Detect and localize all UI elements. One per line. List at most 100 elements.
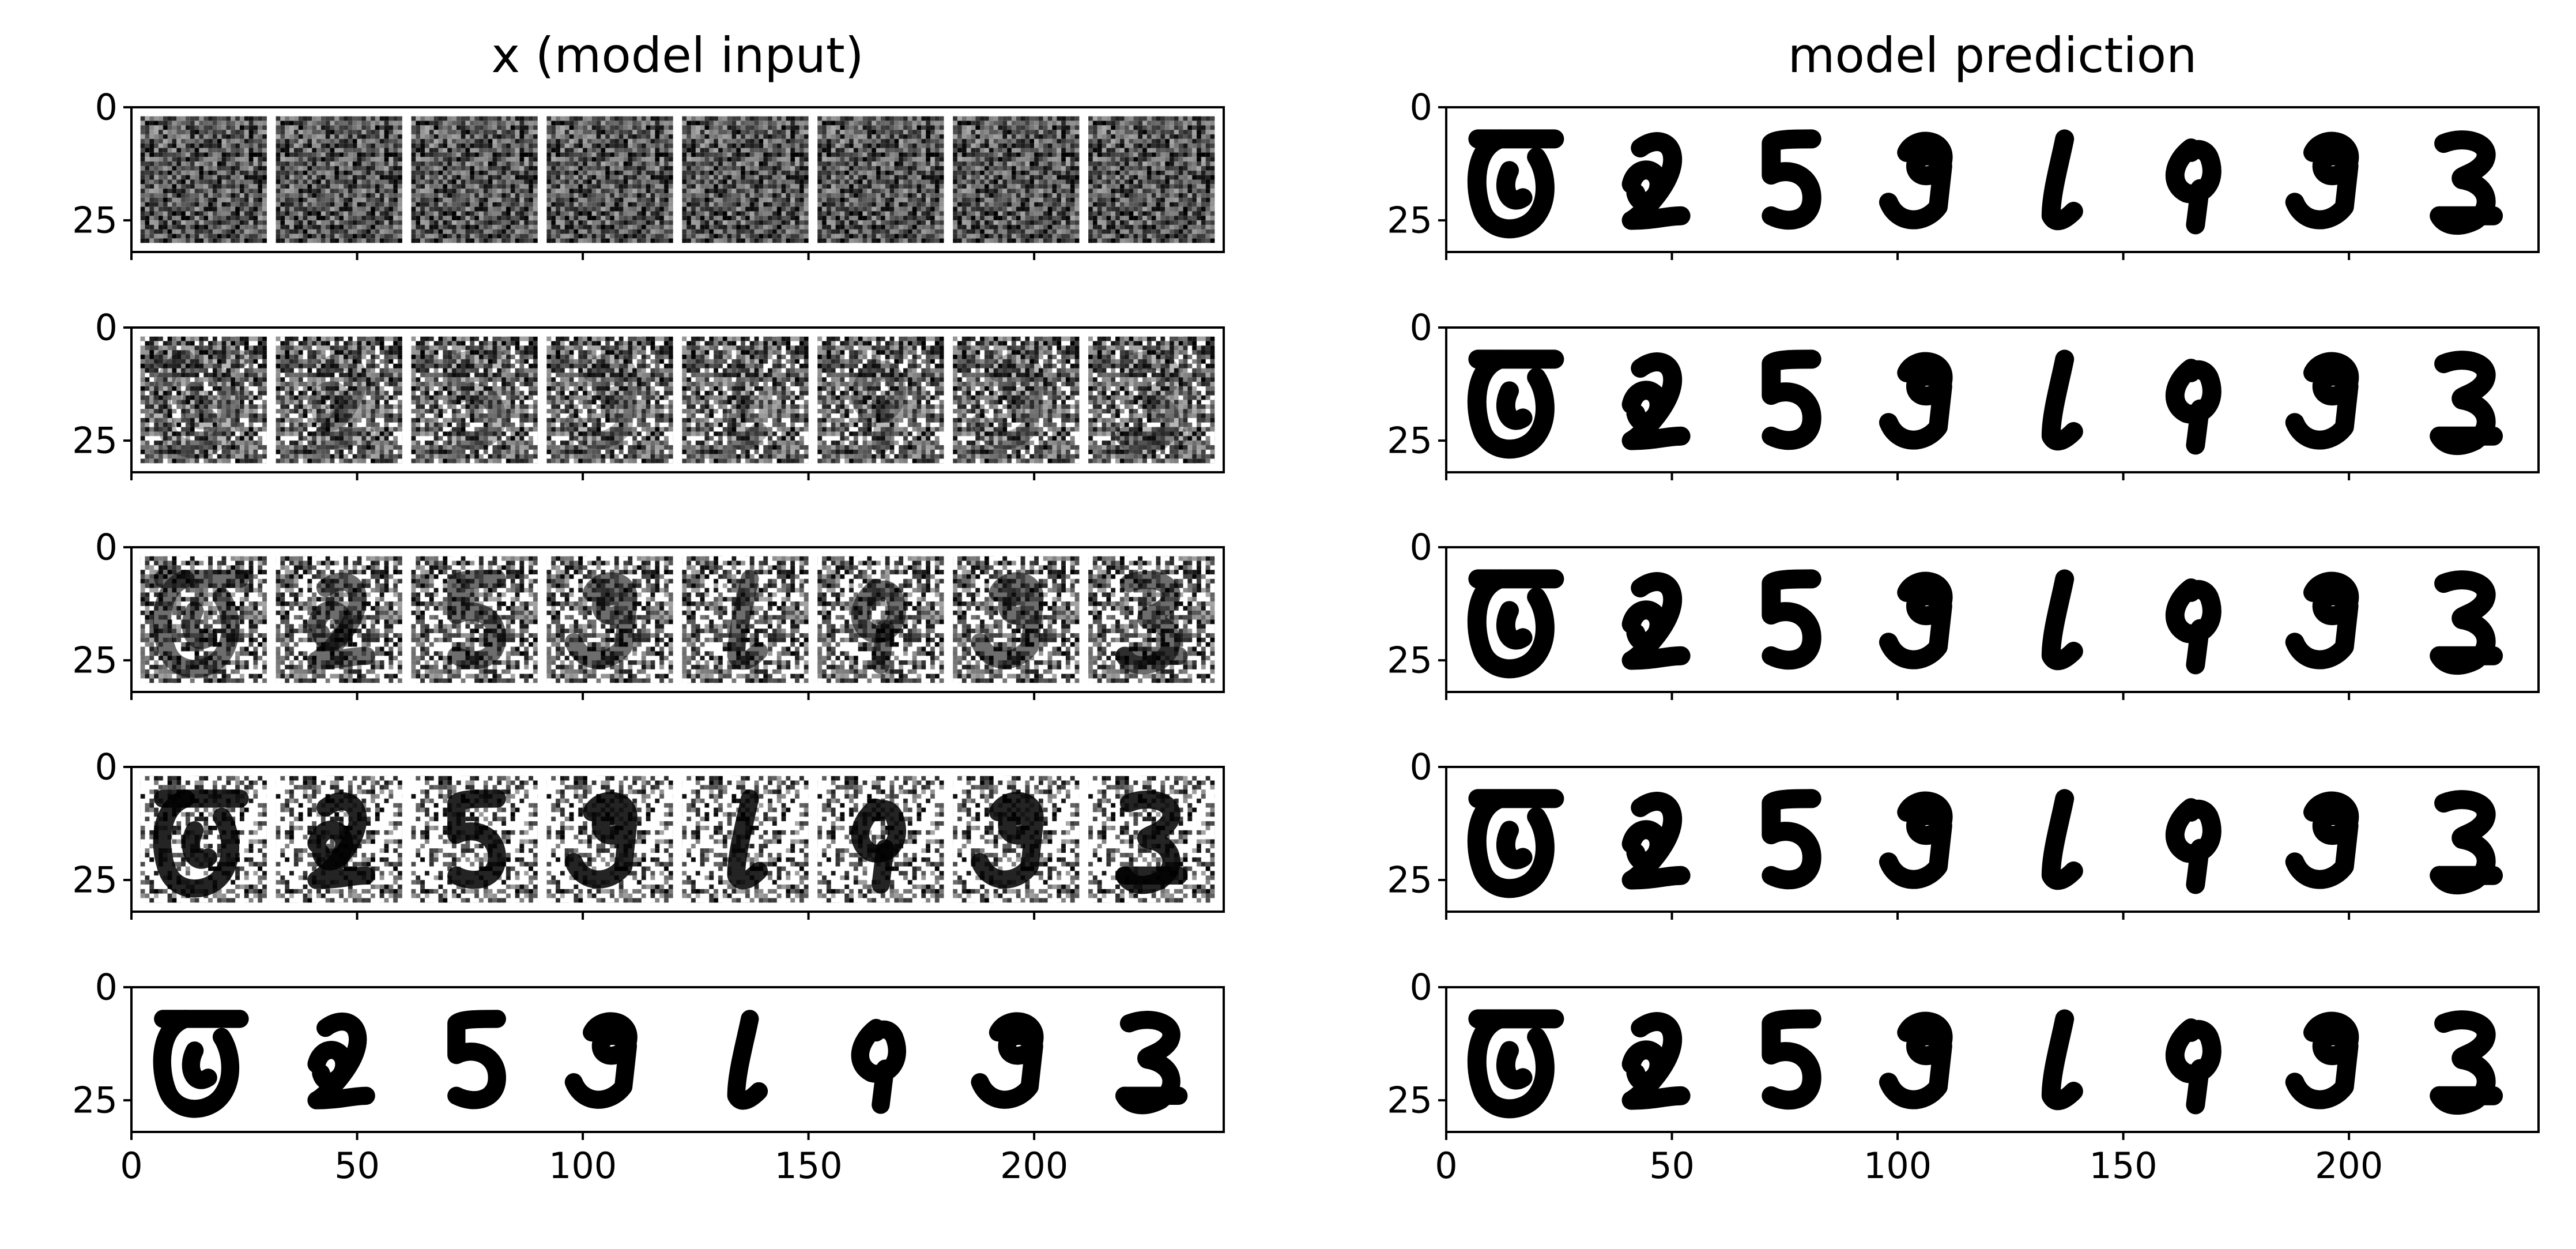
y-tick-label: 0	[1410, 86, 1432, 129]
panel-background	[1446, 767, 2539, 912]
digit-cell-7	[2430, 570, 2503, 675]
digit-cell-3	[1879, 131, 1953, 230]
digit-cell-3	[546, 116, 673, 243]
digit-cell-4	[2041, 129, 2083, 231]
digit-cell-4	[2041, 349, 2083, 451]
digit-stroke-0	[1467, 349, 1555, 459]
digit-stroke-0	[447, 1010, 506, 1109]
y-tick-label: 25	[72, 200, 118, 242]
digit-cell-6	[953, 776, 1080, 903]
digit-stroke-0	[2285, 352, 2359, 450]
digit-cell-7	[1115, 1010, 1188, 1115]
digit-stroke-0	[2285, 1011, 2359, 1109]
panel-background	[1446, 107, 2539, 252]
digit-stroke-0	[1467, 569, 1555, 679]
column-title: model prediction	[1788, 27, 2197, 84]
digit-stroke-0	[971, 792, 1044, 889]
panel-background	[1446, 547, 2539, 692]
digit-stroke-2	[182, 821, 217, 869]
panel-0-0: 0 25	[72, 86, 1225, 260]
noise-field	[411, 336, 538, 464]
y-tick-label: 25	[72, 1079, 118, 1122]
column-title: x (model input)	[491, 27, 863, 84]
panel-1-1: 0 25	[1387, 307, 2540, 480]
noise-field	[1088, 116, 1215, 243]
digit-cell-5	[817, 336, 944, 464]
digit-stroke-2	[182, 601, 217, 649]
digit-cell-1	[276, 336, 402, 464]
x-tick-label: 50	[334, 1145, 380, 1187]
digit-cell-1	[1621, 352, 1691, 450]
digit-stroke-0	[1467, 789, 1555, 898]
noise-field	[953, 336, 1080, 464]
digit-cell-5	[2165, 578, 2222, 675]
x-tick-label: 200	[1000, 1145, 1068, 1187]
digit-cell-7	[2430, 1010, 2503, 1115]
digit-cell-2	[1762, 349, 1821, 450]
digit-cell-3	[564, 1012, 638, 1109]
digit-stroke-0	[2041, 569, 2083, 671]
digit-stroke-0	[1762, 569, 1821, 670]
digit-stroke-0	[564, 572, 638, 669]
digit-stroke-0	[971, 1012, 1044, 1109]
digit-cell-5	[851, 1018, 906, 1114]
axes-frame	[130, 766, 1225, 913]
digit-cell-7	[1088, 776, 1215, 903]
y-tick-label: 0	[95, 526, 118, 569]
digit-stroke-0	[971, 352, 1044, 449]
digit-stroke-0	[447, 570, 506, 669]
digit-stroke-0	[1879, 352, 1953, 450]
digit-stroke-1	[872, 1059, 895, 1114]
y-tick-label: 0	[95, 746, 118, 788]
y-tick-label: 25	[72, 639, 118, 682]
noise-field	[817, 116, 944, 243]
noise-field	[140, 336, 267, 464]
x-tick-label: 100	[549, 1145, 617, 1187]
y-tick-label: 0	[1410, 526, 1432, 569]
x-tick-label: 0	[1435, 1145, 1457, 1187]
digit-stroke-0	[153, 570, 240, 678]
y-tick-label: 25	[1387, 859, 1432, 901]
digit-cell-6	[971, 1012, 1044, 1109]
digit-stroke-1	[2186, 619, 2210, 675]
digit-stroke-1	[872, 839, 895, 894]
noise-field	[276, 116, 402, 243]
digit-stroke-2	[1496, 601, 1533, 650]
digit-cell-2	[1762, 1009, 1821, 1110]
digit-stroke-1	[1621, 600, 1669, 652]
digit-cell-5	[817, 116, 944, 243]
digit-stroke-0	[2041, 789, 2083, 890]
digit-stroke-0	[1879, 131, 1953, 230]
digit-cell-0	[1467, 789, 1564, 898]
digit-stroke-1	[1621, 820, 1669, 871]
digit-cell-0	[1467, 129, 1564, 239]
digit-stroke-0	[2285, 131, 2359, 230]
digit-cell-6	[2285, 352, 2359, 450]
digit-stroke-2	[1496, 1041, 1533, 1090]
digit-stroke-2	[1496, 821, 1533, 870]
digit-cell-1	[1621, 572, 1691, 670]
digit-stroke-1	[1621, 381, 1669, 432]
panel-0-2: 0 25	[72, 526, 1225, 700]
digit-stroke-0	[153, 789, 240, 898]
panel-1-3: 0 25	[1387, 746, 2540, 920]
axes-frame	[130, 326, 1225, 473]
y-tick-label: 0	[95, 307, 118, 349]
digit-stroke-1	[2186, 179, 2210, 235]
panel-background	[1446, 987, 2539, 1132]
digit-stroke-0	[727, 1010, 768, 1110]
digit-cell-7	[2430, 130, 2503, 235]
digit-cell-2	[447, 1010, 506, 1109]
digit-stroke-0	[1762, 129, 1821, 230]
panel-background	[131, 987, 1224, 1132]
digit-cell-6	[2285, 791, 2359, 889]
y-tick-label: 25	[72, 859, 118, 901]
noise-field	[546, 116, 673, 243]
digit-stroke-1	[872, 400, 895, 454]
digit-stroke-1	[307, 1041, 353, 1091]
digit-cell-0	[140, 556, 267, 683]
x-tick-label: 0	[120, 1145, 142, 1187]
noise-field	[682, 116, 809, 243]
